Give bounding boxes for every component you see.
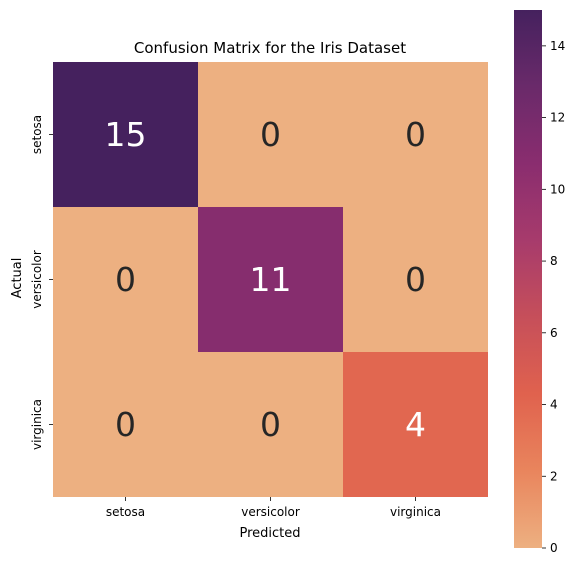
cell-value-label: 15 [105,115,147,154]
x-tick-label: versicolor [241,505,300,519]
heatmap-cells: 15 0 0 0 11 0 0 0 4 [53,62,488,497]
heatmap-cell [53,62,198,207]
x-tick-label: setosa [106,505,145,519]
x-tick-label: virginica [390,505,441,519]
chart-title: Confusion Matrix for the Iris Dataset [134,39,406,57]
y-axis-ticks: setosa versicolor virginica [30,115,53,450]
heatmap-cell [53,207,198,352]
heatmap-cell [343,352,488,497]
x-axis-label: Predicted [239,526,300,541]
colorbar-tick-label: 6 [550,326,558,340]
colorbar-tick-label: 12 [550,111,565,125]
cell-value-label: 0 [260,115,281,154]
cell-value-label: 4 [405,405,426,444]
cell-value-label: 0 [115,260,136,299]
x-axis-ticks: setosa versicolor virginica [106,497,441,519]
heatmap-cell [198,207,343,352]
heatmap-cell [198,62,343,207]
heatmap-cell [343,207,488,352]
cell-value-label: 0 [405,260,426,299]
heatmap-cell [53,352,198,497]
heatmap-cell [198,352,343,497]
cell-value-label: 11 [250,260,292,299]
colorbar-ticks: 0 2 4 6 8 10 12 14 [542,39,565,555]
colorbar-tick-label: 14 [550,39,565,53]
colorbar-tick-label: 4 [550,398,558,412]
cell-value-label: 0 [405,115,426,154]
heatmap-cell [343,62,488,207]
cell-value-label: 0 [115,405,136,444]
y-tick-label: setosa [30,115,44,154]
y-axis-label: Actual [10,258,25,299]
colorbar-tick-label: 0 [550,541,558,555]
colorbar [514,10,542,548]
colorbar-tick-label: 8 [550,254,558,268]
colorbar-tick-label: 10 [550,182,565,196]
colorbar-tick-label: 2 [550,469,558,483]
y-tick-label: versicolor [30,250,44,309]
y-tick-label: virginica [30,399,44,450]
cell-value-label: 0 [260,405,281,444]
